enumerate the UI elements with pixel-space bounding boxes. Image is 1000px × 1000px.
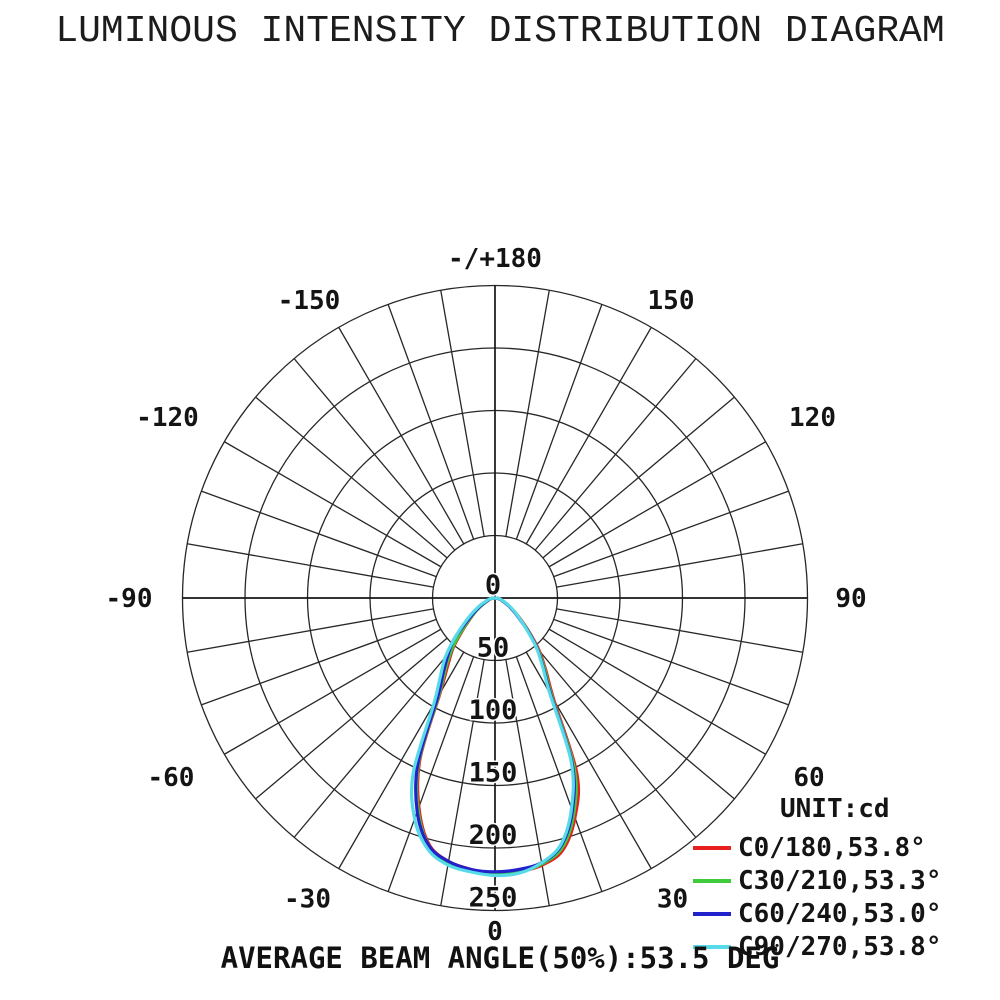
radial-tick-label: 0 (485, 570, 501, 601)
intensity-curves (409, 596, 581, 878)
radial-tick-label: 250 (469, 883, 518, 914)
grid-spoke (187, 543, 434, 588)
grid-spoke (534, 358, 697, 551)
angle-tick-label: 60 (793, 763, 824, 793)
legend-item-c30: C30/210,53.3° (688, 864, 988, 897)
grid-spoke (201, 618, 437, 706)
grid-spoke (548, 441, 766, 568)
grid-spoke (440, 290, 485, 537)
grid-spoke (515, 304, 603, 540)
angle-tick-label: 30 (657, 885, 688, 915)
grid-spoke (338, 651, 465, 869)
angle-tick-label: 120 (789, 403, 836, 433)
legend: UNIT:cd C0/180,53.8° C30/210,53.3° C60/2… (688, 794, 988, 963)
legend-item-c0: C0/180,53.8° (688, 831, 988, 864)
average-beam-angle-caption: AVERAGE BEAM ANGLE(50%):53.5 DEG (220, 941, 780, 975)
grid-spoke (293, 358, 456, 551)
grid-spoke (387, 656, 475, 892)
legend-swatch-c30 (693, 878, 731, 883)
angle-tick-labels: -150 -120 -90 -60 -30 0 30 60 90 120 150 -/+180 (106, 244, 867, 947)
grid-spoke (255, 396, 448, 559)
radial-tick-label: 150 (469, 758, 518, 789)
grid-spoke (542, 637, 735, 800)
grid-spoke (224, 441, 442, 568)
grid-spoke (542, 396, 735, 559)
grid-spoke (553, 618, 789, 706)
grid-spoke (556, 608, 803, 653)
grid-spoke (201, 490, 437, 578)
grid-spoke (338, 327, 465, 545)
angle-tick-label: 90 (835, 584, 866, 614)
radial-tick-label: 100 (469, 695, 518, 726)
legend-label-c0: C0/180,53.8° (738, 832, 926, 863)
radial-tick-labels: 0 50 100 150 200 250 (467, 569, 519, 916)
grid-spoke (255, 637, 448, 800)
angle-tick-label: -/+180 (448, 244, 542, 274)
grid-spoke (548, 628, 766, 755)
legend-label-c60: C60/240,53.0° (738, 898, 942, 929)
grid-spoke (556, 543, 803, 588)
legend-swatch-c60 (693, 911, 731, 916)
legend-unit-label: UNIT:cd (780, 794, 890, 824)
legend-label-c30: C30/210,53.3° (738, 865, 942, 896)
angle-tick-label: -30 (284, 885, 331, 915)
angle-tick-label: 0 (487, 917, 503, 947)
grid-spoke (515, 656, 603, 892)
legend-swatch-c0 (693, 845, 731, 850)
grid-spoke (525, 651, 652, 869)
grid-spoke (187, 608, 434, 653)
angle-tick-label: -150 (278, 286, 341, 316)
grid-spoke (505, 290, 550, 537)
angle-tick-label: 150 (648, 286, 695, 316)
grid-spoke (293, 645, 456, 838)
curve-c90-270 (409, 596, 575, 878)
radial-tick-label: 200 (469, 820, 518, 851)
angle-tick-label: -120 (136, 403, 199, 433)
legend-label-c90: C90/270,53.8° (738, 931, 942, 962)
grid-spoke (525, 327, 652, 545)
angle-tick-label: -60 (147, 763, 194, 793)
page-title: LUMINOUS INTENSITY DISTRIBUTION DIAGRAM (55, 10, 945, 53)
grid-spoke (553, 490, 789, 578)
grid-spoke (534, 645, 697, 838)
legend-item-c90: C90/270,53.8° (688, 930, 988, 963)
radial-tick-label: 50 (477, 633, 510, 664)
angle-tick-label: -90 (106, 584, 153, 614)
legend-item-c60: C60/240,53.0° (688, 897, 988, 930)
legend-swatch-c90 (693, 944, 731, 949)
grid-spoke (387, 304, 475, 540)
grid-spoke (224, 628, 442, 755)
